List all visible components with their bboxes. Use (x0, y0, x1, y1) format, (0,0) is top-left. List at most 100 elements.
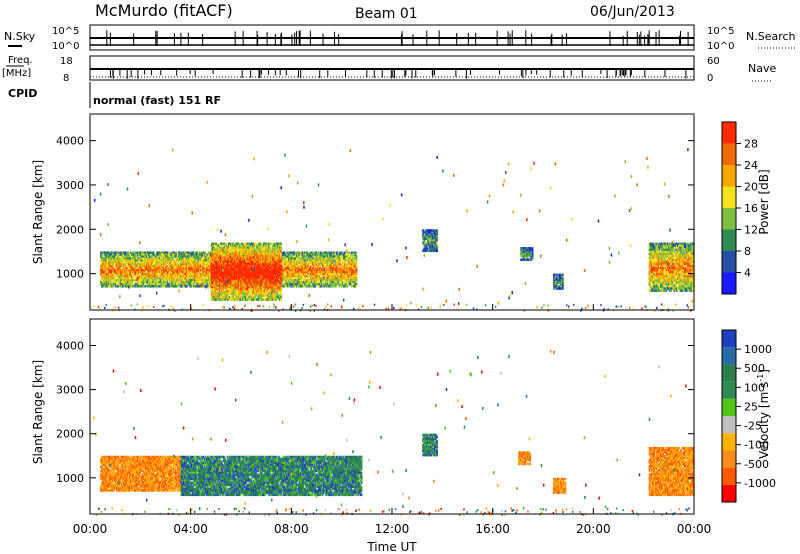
echo-cell (104, 269, 107, 272)
echo-cell (345, 269, 348, 272)
echo-cell (164, 273, 166, 276)
echo-cell (247, 290, 249, 293)
freq-right-tick-bottom: 0 (707, 73, 713, 84)
echo-cell (236, 262, 239, 266)
echo-cell (216, 250, 219, 254)
echo-cell (263, 256, 265, 260)
echo-cell (213, 280, 215, 283)
echo-cell (216, 286, 219, 289)
echo-cell (128, 271, 131, 274)
echo-cell (109, 284, 111, 288)
echo-cell (177, 265, 180, 268)
echo-cell (353, 271, 356, 274)
echo-cell (214, 254, 216, 258)
echo-cell (140, 279, 142, 282)
echo-cell (332, 269, 335, 272)
echo-cell (263, 268, 265, 272)
echo-cell (159, 261, 162, 264)
echo-cell (253, 286, 256, 289)
echo-cell (100, 271, 102, 274)
echo-cell (114, 271, 117, 274)
echo-cell (249, 290, 252, 293)
echo-cell (314, 259, 317, 262)
echo-cell (211, 288, 214, 291)
echo-cell (210, 278, 213, 281)
echo-cell (151, 261, 154, 264)
echo-cell (286, 251, 289, 255)
echo-cell (333, 275, 336, 278)
echo-cell (261, 298, 264, 301)
echo-cell (308, 281, 311, 284)
echo-cell (121, 259, 124, 262)
echo-cell (149, 281, 152, 284)
echo-cell (184, 255, 187, 258)
echo-cell (228, 262, 231, 266)
echo-cell (101, 275, 103, 278)
echo-cell (316, 257, 319, 260)
echo-cell (338, 261, 341, 264)
echo-cell (316, 261, 319, 264)
echo-cell (161, 282, 164, 286)
echo-cell (189, 281, 192, 284)
echo-cell (244, 298, 247, 301)
echo-cell (148, 275, 150, 278)
echo-cell (336, 251, 338, 255)
echo-cell (205, 253, 208, 257)
echo-cell (285, 281, 288, 284)
echo-cell (258, 260, 261, 264)
echo-cell (157, 251, 160, 255)
echo-cell (151, 271, 154, 274)
echo-cell (211, 252, 214, 256)
echo-cell (224, 296, 227, 299)
echo-cell (298, 281, 301, 284)
echo-cell (233, 252, 236, 256)
echo-cell (119, 263, 122, 266)
echo-cell (207, 282, 210, 286)
echo-cell (304, 253, 306, 257)
echo-cell (304, 271, 306, 274)
echo-cell (253, 242, 256, 246)
echo-cell (250, 248, 253, 252)
echo-cell (169, 273, 172, 276)
echo-cell (179, 261, 181, 264)
echo-cell (291, 267, 294, 270)
echo-cell (131, 281, 133, 284)
echo-cell (323, 269, 326, 272)
echo-cell (347, 255, 350, 258)
echo-cell (235, 262, 238, 266)
echo-cell (140, 251, 142, 255)
echo-cell (264, 270, 266, 274)
echo-cell (205, 265, 208, 268)
echo-cell (243, 266, 246, 270)
echo-cell (135, 284, 138, 288)
echo-cell (253, 288, 256, 291)
echo-cell (321, 263, 323, 266)
echo-cell (172, 253, 175, 257)
echo-cell (331, 271, 334, 274)
echo-cell (179, 282, 181, 286)
echo-cell (167, 269, 170, 272)
echo-cell (144, 263, 147, 266)
echo-cell (120, 279, 123, 282)
echo-cell (255, 268, 257, 272)
echo-cell (293, 253, 296, 257)
echo-cell (265, 292, 268, 295)
echo-cell (322, 253, 325, 257)
echo-cell (204, 259, 207, 262)
echo-cell (246, 284, 248, 287)
echo-cell (143, 267, 146, 270)
echo-cell (183, 273, 186, 276)
echo-cell (345, 263, 348, 266)
echo-cell (114, 253, 117, 257)
echo-cell (219, 248, 222, 252)
echo-cell (106, 255, 109, 258)
echo-cell (222, 248, 224, 252)
echo-cell (294, 269, 297, 272)
echo-cell (169, 275, 172, 278)
echo-cell (240, 242, 243, 246)
echo-cell (205, 267, 208, 270)
echo-cell (239, 266, 241, 270)
echo-cell (113, 263, 116, 266)
echo-cell (260, 264, 263, 268)
echo-cell (211, 280, 214, 283)
